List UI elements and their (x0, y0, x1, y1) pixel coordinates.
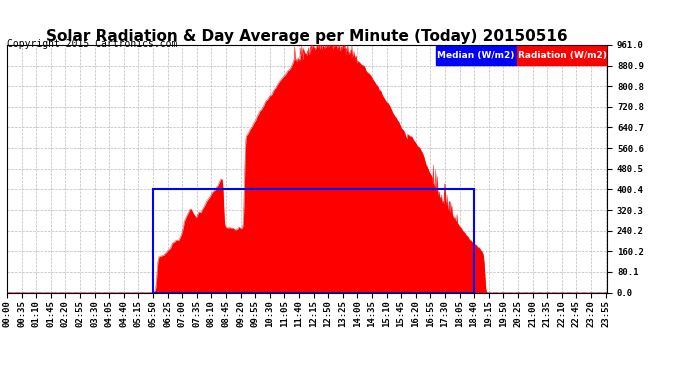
Text: Copyright 2015 Cartronics.com: Copyright 2015 Cartronics.com (7, 39, 177, 49)
Title: Solar Radiation & Day Average per Minute (Today) 20150516: Solar Radiation & Day Average per Minute… (46, 29, 568, 44)
Text: Radiation (W/m2): Radiation (W/m2) (518, 51, 607, 60)
Bar (153, 189, 474, 292)
Text: Median (W/m2): Median (W/m2) (437, 51, 515, 60)
FancyBboxPatch shape (436, 46, 518, 65)
FancyBboxPatch shape (518, 46, 606, 65)
